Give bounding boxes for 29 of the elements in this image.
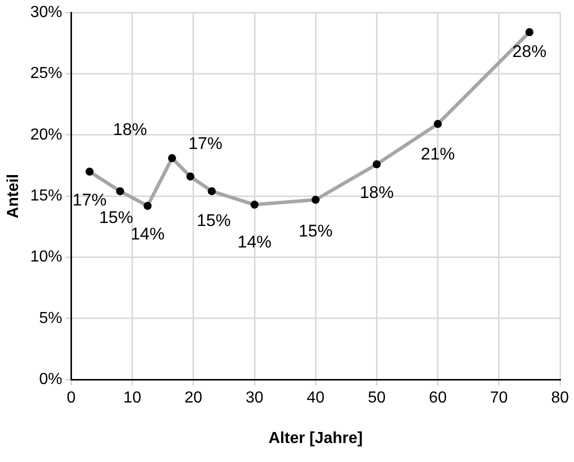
x-tick-label: 70 (490, 390, 508, 407)
y-tick-label: 5% (39, 310, 62, 327)
y-axis-title: Anteil (5, 174, 22, 218)
x-tick-label: 80 (551, 390, 569, 407)
y-tick-label: 20% (30, 126, 62, 144)
x-tick-label: 40 (306, 390, 325, 407)
data-label: 18% (360, 182, 394, 202)
y-tick-label: 0% (39, 371, 62, 388)
x-tick-label: 10 (123, 390, 142, 407)
data-label: 28% (512, 42, 546, 61)
x-tick-label: 20 (184, 390, 202, 407)
x-axis-title: Alter [Jahre] (268, 430, 363, 447)
y-tick-label: 30% (30, 4, 62, 22)
data-label: 17% (72, 190, 107, 210)
data-label: 14% (238, 232, 272, 252)
data-label: 15% (196, 210, 231, 230)
data-label: 17% (188, 134, 222, 154)
x-tick-label: 0 (66, 390, 76, 407)
y-tick-label: 25% (30, 65, 62, 82)
x-tick-label: 60 (428, 390, 447, 407)
x-tick-label: 30 (246, 390, 264, 407)
data-label: 14% (130, 224, 165, 244)
data-label: 15% (298, 221, 333, 240)
data-label: 18% (113, 120, 148, 139)
y-tick-label: 10% (30, 248, 62, 266)
data-label: 15% (99, 208, 134, 227)
x-tick-label: 50 (368, 390, 386, 407)
y-tick-label: 15% (30, 188, 62, 205)
data-label: 21% (420, 144, 455, 164)
